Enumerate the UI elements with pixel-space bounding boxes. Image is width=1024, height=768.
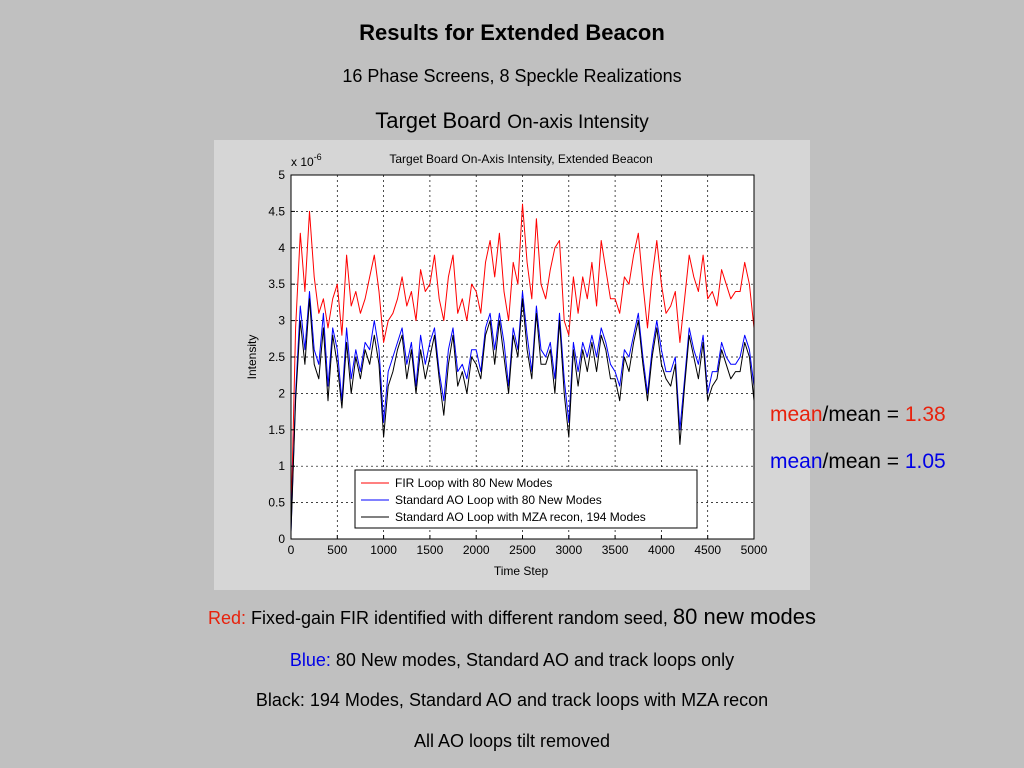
caption-blue-label: Blue:: [289, 650, 331, 670]
y-exponent-base: x 10: [291, 155, 314, 169]
y-exponent-label: x 10-6: [291, 152, 322, 169]
caption-red-big: 80 new modes: [672, 604, 816, 629]
ratio-red-word: mean: [770, 403, 823, 426]
legend-label: FIR Loop with 80 New Modes: [395, 476, 552, 490]
intensity-chart: 0 500 1000 1500 2000 2500 3000 3500 4000 4500 5000…: [245, 152, 768, 578]
chart-title: Target Board On-Axis Intensity, Extended…: [389, 152, 652, 166]
slide-subtitle: 16 Phase Screens, 8 Speckle Realizations: [342, 66, 682, 86]
series-lines: [290, 203, 755, 532]
x-tick-label: 4500: [694, 543, 721, 557]
slide-title: Results for Extended Beacon: [359, 20, 665, 45]
caption-red-label: Red:: [207, 608, 247, 628]
grid: [291, 175, 754, 539]
x-tick-label: 3000: [555, 543, 582, 557]
legend-box: [354, 469, 698, 529]
legend-label: Standard AO Loop with 80 New Modes: [395, 493, 602, 507]
ratio-blue-word: mean: [770, 450, 823, 473]
caption-blue: Blue: 80 New modes, Standard AO and trac…: [0, 650, 1024, 671]
ratio-blue: mean/mean = 1.05: [770, 450, 946, 474]
x-tick-label: 4000: [648, 543, 675, 557]
legend: FIR Loop with 80 New Modes Standard AO Lo…: [354, 469, 698, 529]
slide-heading: Target Board On-axis Intensity: [0, 108, 1024, 134]
y-tick-label: 3.5: [268, 277, 285, 291]
chart-figure: 0 500 1000 1500 2000 2500 3000 3500 4000 4500 5000…: [214, 140, 810, 590]
y-tick-label: 4.5: [268, 204, 285, 218]
ratio-blue-rest: /mean =: [822, 450, 905, 473]
y-tick-label: 0: [278, 532, 285, 546]
heading-small: On-axis Intensity: [507, 112, 649, 133]
caption-blue-text: 80 New modes, Standard AO and track loop…: [330, 650, 735, 670]
x-tick-label: 1500: [417, 543, 444, 557]
axis-ticks: 0 500 1000 1500 2000 2500 3000 3500 4000 4500 5000…: [268, 168, 767, 557]
y-tick-label: 0.5: [268, 496, 285, 510]
series-line-3: [290, 298, 755, 532]
x-tick-label: 3500: [602, 543, 629, 557]
series-line-1: [290, 203, 755, 525]
y-exponent-power: -6: [314, 152, 322, 162]
y-tick-label: 2: [278, 386, 285, 400]
x-tick-label: 5000: [741, 543, 768, 557]
series-line-2: [290, 291, 755, 532]
x-tick-label: 1000: [370, 543, 397, 557]
ratio-blue-value: 1.05: [904, 450, 946, 473]
x-tick-label: 0: [288, 543, 295, 557]
ratio-red: mean/mean = 1.38: [770, 403, 946, 427]
legend-label: Standard AO Loop with MZA recon, 194 Mod…: [395, 510, 646, 524]
caption-red: Red: Fixed-gain FIR identified with diff…: [0, 604, 1024, 630]
x-tick-label: 2000: [463, 543, 490, 557]
ratio-red-rest: /mean =: [822, 403, 905, 426]
y-tick-label: 5: [278, 168, 285, 182]
heading-main: Target Board: [375, 108, 502, 133]
y-tick-label: 1.5: [268, 423, 285, 437]
y-tick-label: 2.5: [268, 350, 285, 364]
ratio-red-value: 1.38: [904, 403, 946, 426]
x-tick-label: 2500: [509, 543, 536, 557]
y-tick-label: 4: [278, 241, 285, 255]
y-tick-label: 3: [278, 314, 285, 328]
caption-black: Black: 194 Modes, Standard AO and track …: [255, 690, 769, 710]
caption-all: All AO loops tilt removed: [413, 731, 611, 751]
x-axis-label: Time Step: [494, 564, 549, 578]
x-tick-label: 500: [327, 543, 347, 557]
y-tick-label: 1: [278, 459, 285, 473]
y-axis-label: Intensity: [245, 335, 259, 380]
caption-red-text: Fixed-gain FIR identified with different…: [246, 608, 673, 628]
